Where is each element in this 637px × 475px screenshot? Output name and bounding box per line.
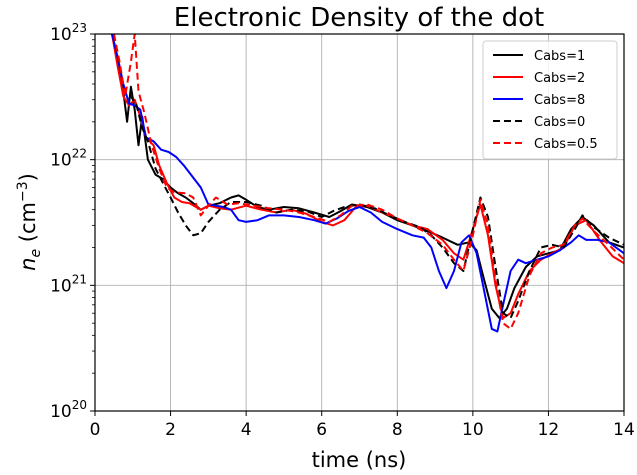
legend-label: Cabs=8 (534, 93, 585, 108)
y-tick-label: 1020 (50, 398, 87, 422)
x-tick-label: 12 (538, 420, 560, 440)
x-tick-label: 0 (90, 420, 101, 440)
series-line-3 (111, 34, 624, 333)
series-line-1 (111, 34, 624, 319)
x-tick-label: 8 (392, 420, 403, 440)
legend-box (482, 40, 618, 160)
legend-label: Cabs=2 (534, 71, 585, 86)
y-tick-label: 1022 (50, 147, 87, 171)
x-axis-label: time (ns) (312, 448, 407, 472)
series-line-5 (112, 34, 624, 330)
chart-title: Electronic Density of the dot (174, 3, 544, 33)
y-axis-label: ne (cm−3) (15, 173, 44, 271)
y-tick-label: 1023 (50, 21, 87, 45)
x-tick-label: 6 (316, 420, 327, 440)
x-tick-label: 4 (241, 420, 252, 440)
legend-label: Cabs=1 (534, 49, 585, 64)
legend-label: Cabs=0 (534, 115, 585, 130)
y-tick-label: 1021 (50, 272, 87, 296)
legend-label: Cabs=0.5 (534, 137, 598, 152)
plot-frame (94, 33, 625, 412)
x-tick-label: 10 (462, 420, 484, 440)
x-tick-label: 14 (613, 420, 635, 440)
x-tick-label: 2 (165, 420, 176, 440)
series-layer (111, 34, 624, 333)
axis-ticks: 0 2 4 6 8 10 12 14 1020 1021 1022 1023 (50, 21, 635, 440)
legend: Cabs=1 Cabs=2 Cabs=8 Cabs=0 Cabs=0.5 (482, 40, 618, 160)
